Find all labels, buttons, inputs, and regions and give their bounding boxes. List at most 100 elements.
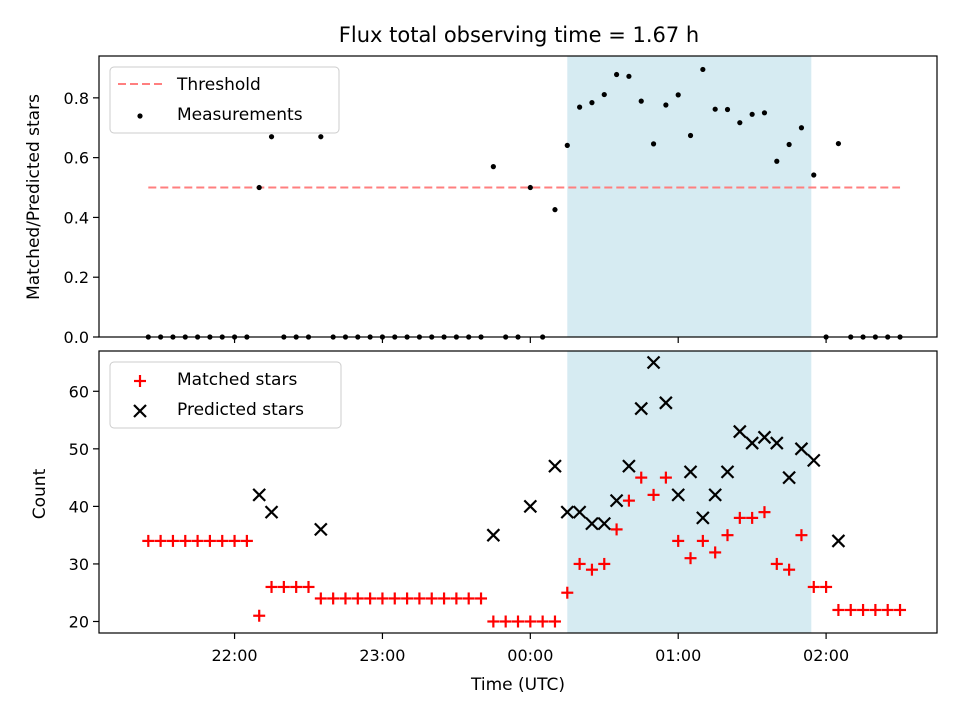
chart-title: Flux total observing time = 1.67 h (339, 23, 699, 47)
matched-star-point (512, 615, 524, 628)
count-y-tick-label: 40 (69, 497, 89, 516)
matched-star-point (795, 529, 808, 542)
matched-star-point (438, 592, 451, 605)
matched-star-point (253, 609, 266, 622)
predicted-star-point (548, 459, 562, 473)
predicted-star-point (609, 493, 624, 508)
matched-star-point (265, 580, 278, 593)
predicted-star-point (671, 488, 685, 502)
x-axis-label: Time (UTC) (470, 675, 565, 695)
matched-star-point (684, 552, 697, 565)
matched-star-point (388, 592, 401, 605)
predicted-star-point (314, 522, 328, 537)
matched-star-point (191, 534, 204, 547)
predicted-star-point (252, 488, 266, 502)
count-y-tick-label: 20 (69, 612, 89, 631)
matched-star-point (401, 592, 414, 605)
predicted-star-point (597, 516, 612, 531)
threshold-legend-label: Threshold (176, 75, 261, 95)
matched-star-point (635, 471, 648, 484)
measurement-point (835, 140, 842, 147)
ratio-panel: 0.00.20.40.60.8 Matched/Predicted stars … (24, 55, 938, 347)
count-y-axis-label: Count (30, 468, 50, 519)
matched-star-point (672, 534, 685, 547)
predicted-star-point (733, 424, 747, 439)
predicted-star-point (696, 511, 710, 525)
ratio-y-tick-label: 0.4 (64, 208, 89, 227)
measurement-point (774, 158, 780, 164)
predicted-star-point (770, 436, 784, 450)
ratio-y-tick-label: 0.8 (64, 89, 89, 108)
matched-star-point (228, 534, 241, 547)
matched-star-point (721, 529, 734, 542)
matched-star-point (339, 592, 352, 605)
ratio-panel-ticks: 0.0 0.2 0.4 0.6 0.8 (64, 89, 827, 347)
matched-star-point (524, 615, 537, 628)
count-panel-marks (142, 355, 907, 628)
measurement-point (737, 120, 743, 126)
ratio-y-tick-label: 0.6 (64, 149, 89, 168)
matched-star-point (203, 534, 216, 547)
matched-star-point (622, 494, 635, 507)
matched-star-point (376, 592, 389, 605)
x-tick-label: 22:00 (212, 646, 258, 665)
count-panel-frame (98, 350, 938, 634)
measurement-point (601, 91, 607, 98)
matched-star-point (179, 534, 192, 547)
matched-star-point (364, 592, 377, 605)
count-y-tick-label: 50 (69, 440, 89, 459)
predicted-star-point (523, 499, 538, 514)
x-tick-label: 02:00 (803, 646, 849, 665)
predicted-star-point (782, 470, 796, 485)
count-legend-box (109, 361, 342, 429)
matched-star-point (216, 534, 229, 547)
matched-legend-swatch (134, 375, 146, 387)
measurement-point (687, 132, 694, 139)
measurement-point (256, 184, 262, 191)
matched-star-point (832, 603, 845, 616)
matched-star-point (561, 586, 574, 599)
measurement-point (761, 110, 768, 116)
matched-star-point (277, 580, 290, 593)
matched-star-point (807, 580, 820, 593)
predicted-star-point (634, 401, 649, 416)
matched-star-point (351, 592, 364, 605)
measurement-point (638, 98, 644, 104)
matched-star-point (647, 488, 660, 501)
measurement-point (663, 102, 669, 108)
matched-star-point (462, 592, 475, 605)
x-tick-label: 23:00 (359, 646, 405, 665)
measurement-point (700, 66, 706, 73)
predicted-star-point (794, 442, 809, 456)
matched-star-point (746, 511, 759, 524)
measurement-point (712, 106, 718, 112)
matched-star-point (869, 603, 882, 616)
ratio-legend: Threshold Measurements (109, 66, 340, 134)
predicted-star-point (806, 453, 821, 468)
matched-star-point (783, 563, 796, 576)
count-panel-highlight-span (567, 351, 812, 633)
ratio-panel-frame (98, 55, 938, 338)
predicted-star-point (831, 534, 846, 548)
matched-star-point (548, 615, 561, 628)
predicted-legend-swatch (133, 404, 147, 418)
predicted-star-point (646, 355, 661, 370)
matched-star-point (142, 534, 155, 547)
predicted-star-point (622, 459, 636, 473)
measurements-legend-label: Measurements (177, 105, 303, 125)
matched-star-point (894, 603, 907, 616)
matched-star-point (154, 534, 167, 547)
ratio-legend-box (109, 66, 340, 134)
matched-star-point (709, 546, 722, 559)
measurement-point (490, 164, 496, 170)
matched-star-point (450, 592, 463, 605)
matched-star-point (425, 592, 438, 605)
ratio-y-tick-label: 0.0 (64, 328, 89, 347)
matched-star-point (857, 603, 870, 616)
count-panel: 20 30 40 50 60 22:00 23:00 00:00 01:00 02:00 Coun… (30, 350, 938, 695)
measurement-point (552, 207, 558, 213)
matched-star-point (573, 557, 586, 570)
measurements-legend-swatch (137, 113, 143, 119)
matched-star-point (166, 534, 179, 547)
